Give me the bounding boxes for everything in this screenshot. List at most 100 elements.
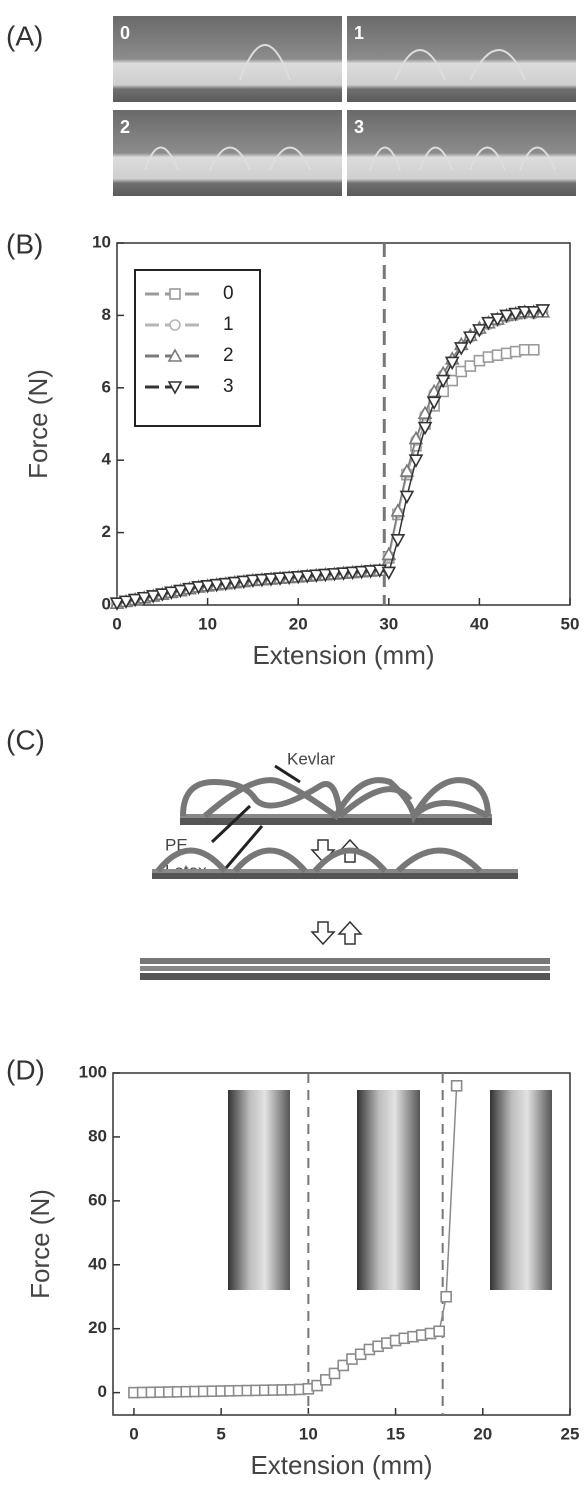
- marker: [337, 1359, 350, 1372]
- photo: [113, 16, 342, 102]
- marker: [517, 305, 533, 320]
- pe-layer: [140, 966, 550, 971]
- photo: [347, 110, 576, 196]
- marker: [444, 356, 460, 371]
- legend-marker: [169, 288, 181, 300]
- marker: [281, 571, 297, 586]
- marker: [426, 396, 442, 410]
- marker: [527, 343, 540, 356]
- marker: [327, 568, 342, 582]
- y-tick-label: 6: [102, 377, 111, 396]
- marker: [440, 1290, 452, 1303]
- y-tick-label: 60: [88, 1190, 107, 1209]
- pointer: [210, 804, 252, 844]
- photo-label: 2: [120, 117, 130, 137]
- marker: [450, 1079, 463, 1092]
- x-tick-label: 30: [379, 614, 398, 633]
- marker: [127, 593, 143, 608]
- marker: [435, 374, 451, 389]
- marker: [381, 566, 397, 581]
- marker: [320, 1374, 332, 1386]
- inset-photos: [228, 1090, 552, 1290]
- marker: [390, 503, 406, 517]
- latex-layer: [140, 973, 550, 980]
- marker: [118, 595, 134, 610]
- panel-label: (A): [6, 20, 43, 51]
- y-axis-label: Force (N): [25, 1189, 55, 1299]
- y-tick-label: 20: [88, 1318, 107, 1337]
- latex-layer: [180, 818, 492, 825]
- marker: [136, 591, 152, 606]
- marker: [290, 570, 306, 585]
- plot-frame: [116, 242, 571, 606]
- arrow-pair: [310, 920, 363, 946]
- marker: [218, 577, 234, 592]
- x-tick-label: 5: [216, 1424, 225, 1443]
- x-tick-label: 10: [299, 1424, 318, 1443]
- marker: [408, 430, 424, 445]
- arch: [144, 146, 311, 171]
- marker: [154, 588, 170, 602]
- x-tick-label: 10: [198, 614, 217, 633]
- diagram-label: Kevlar: [287, 749, 336, 768]
- marker: [508, 307, 523, 322]
- x-tick-label: 40: [470, 614, 489, 633]
- legend-marker: [167, 381, 183, 395]
- marker: [462, 331, 478, 345]
- photo: [347, 16, 576, 102]
- x-tick-label: 0: [112, 614, 121, 633]
- marker: [236, 575, 252, 590]
- marker: [417, 405, 433, 419]
- y-tick-label: 0: [98, 1382, 107, 1401]
- x-tick-label: 25: [561, 1424, 580, 1443]
- y-tick-label: 4: [102, 450, 112, 469]
- marker: [481, 316, 496, 331]
- legend-marker: [167, 348, 183, 362]
- marker: [345, 566, 360, 581]
- panel-label: (C): [6, 724, 45, 755]
- legend-marker: [169, 319, 181, 331]
- kevlar-layer: [140, 958, 550, 964]
- plot-frame: [112, 1072, 571, 1416]
- y-tick-label: 100: [79, 1062, 107, 1081]
- marker: [299, 570, 315, 584]
- marker: [263, 573, 279, 587]
- kevlar-arc: [338, 786, 490, 819]
- latex-layer: [152, 873, 518, 879]
- marker: [173, 584, 188, 599]
- photo-label: 3: [354, 117, 364, 137]
- marker: [182, 582, 197, 597]
- marker: [336, 567, 351, 581]
- marker: [109, 597, 125, 611]
- marker: [328, 1367, 341, 1380]
- photo-grid: 0 1 2 3: [113, 16, 576, 196]
- y-tick-label: 0: [102, 594, 111, 613]
- x-tick-label: 0: [129, 1424, 138, 1443]
- marker: [453, 342, 469, 356]
- x-tick-label: 50: [561, 614, 580, 633]
- photo: [113, 110, 342, 196]
- marker: [254, 573, 270, 588]
- x-tick-label: 20: [473, 1424, 492, 1443]
- inset-photo: [228, 1090, 290, 1290]
- y-tick-label: 40: [88, 1254, 107, 1273]
- arch: [369, 146, 556, 171]
- marker: [209, 578, 225, 593]
- marker: [535, 304, 551, 318]
- arch: [394, 49, 526, 81]
- marker: [200, 580, 215, 594]
- inset-photo: [490, 1090, 552, 1290]
- marker: [499, 309, 514, 324]
- marker: [526, 305, 542, 320]
- marker: [399, 490, 415, 505]
- y-tick-label: 2: [102, 522, 111, 541]
- arch: [239, 44, 291, 81]
- kevlar-arc: [203, 777, 491, 824]
- legend-label: 1: [223, 314, 234, 335]
- marker: [381, 546, 397, 561]
- photo-label: 1: [354, 23, 364, 43]
- marker: [390, 534, 406, 548]
- kevlar-arc: [180, 778, 343, 817]
- y-tick-label: 80: [88, 1126, 107, 1145]
